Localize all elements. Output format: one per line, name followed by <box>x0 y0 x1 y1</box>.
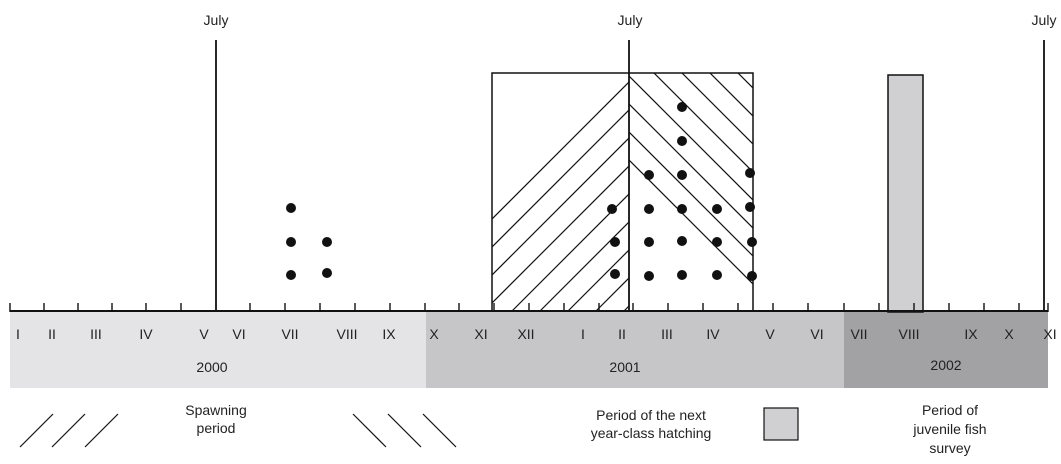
data-dot <box>712 270 722 280</box>
data-dot <box>745 168 755 178</box>
data-dot <box>607 204 617 214</box>
month-label: II <box>48 326 56 342</box>
july-label-2002: July <box>1032 12 1057 28</box>
data-dot <box>712 204 722 214</box>
july-label-2001: July <box>618 12 643 28</box>
month-label: XI <box>1043 326 1056 342</box>
legend-survey-icon <box>763 407 799 441</box>
legend-backward-hatch-icon <box>352 413 457 448</box>
data-dot <box>677 170 687 180</box>
year-band-2002 <box>844 312 1048 388</box>
month-label: VII <box>850 326 867 342</box>
legend-hatch-line2: year-class hatching <box>591 425 712 441</box>
month-label: V <box>199 326 209 342</box>
year-label-2002: 2002 <box>930 357 961 373</box>
month-label: IV <box>706 326 720 342</box>
juvenile-survey-box <box>887 74 924 313</box>
data-dot <box>644 170 654 180</box>
month-label: II <box>618 326 626 342</box>
month-label: X <box>429 326 439 342</box>
data-dot <box>677 270 687 280</box>
data-dot <box>747 237 757 247</box>
year-band-2001 <box>426 312 844 388</box>
year-label-2001: 2001 <box>609 359 640 375</box>
month-label: VI <box>810 326 823 342</box>
month-label: VII <box>281 326 298 342</box>
month-label: IX <box>382 326 396 342</box>
hatch-backward <box>629 73 753 285</box>
data-dot <box>745 202 755 212</box>
data-dot <box>286 203 296 213</box>
data-dot <box>322 237 332 247</box>
data-dot <box>610 237 620 247</box>
data-dots <box>286 102 757 281</box>
hatch-forward <box>492 81 629 311</box>
legend-spawning-line1: Spawning <box>185 402 247 418</box>
data-dot <box>677 136 687 146</box>
month-label: XII <box>517 326 534 342</box>
data-dot <box>286 270 296 280</box>
data-dot <box>644 204 654 214</box>
legend-survey-line3: survey <box>929 440 970 456</box>
legend-forward-hatch-icon <box>19 413 119 448</box>
legend-hatch-line1: Period of the next <box>596 407 706 423</box>
month-label: IV <box>139 326 153 342</box>
month-label: XI <box>474 326 487 342</box>
month-label: V <box>765 326 775 342</box>
legend-survey-line1: Period of <box>922 402 978 418</box>
month-labels: I II III IV V VI VII VIII IX X XI XII I II III IV V VI VII… <box>16 326 1057 342</box>
timeline-ticks <box>9 303 1049 312</box>
year-band-2000 <box>10 312 426 388</box>
month-label: IX <box>964 326 978 342</box>
month-label: III <box>661 326 673 342</box>
data-dot <box>644 237 654 247</box>
july-label-2000: July <box>204 12 229 28</box>
month-label: I <box>581 326 585 342</box>
data-dot <box>322 268 332 278</box>
legend-spawning-line2: period <box>197 420 236 436</box>
data-dot <box>712 237 722 247</box>
month-label: VI <box>232 326 245 342</box>
year-label-2000: 2000 <box>196 359 227 375</box>
month-label: VIII <box>898 326 919 342</box>
legend: Spawning period Period of the next year-… <box>19 402 987 456</box>
legend-survey-line2: juvenile fish <box>912 421 986 437</box>
data-dot <box>677 236 687 246</box>
month-label: I <box>16 326 20 342</box>
month-label: VIII <box>336 326 357 342</box>
data-dot <box>286 237 296 247</box>
data-dot <box>610 269 620 279</box>
month-label: X <box>1004 326 1014 342</box>
data-dot <box>747 271 757 281</box>
data-dot <box>677 204 687 214</box>
data-dot <box>644 271 654 281</box>
month-label: III <box>90 326 102 342</box>
data-dot <box>677 102 687 112</box>
